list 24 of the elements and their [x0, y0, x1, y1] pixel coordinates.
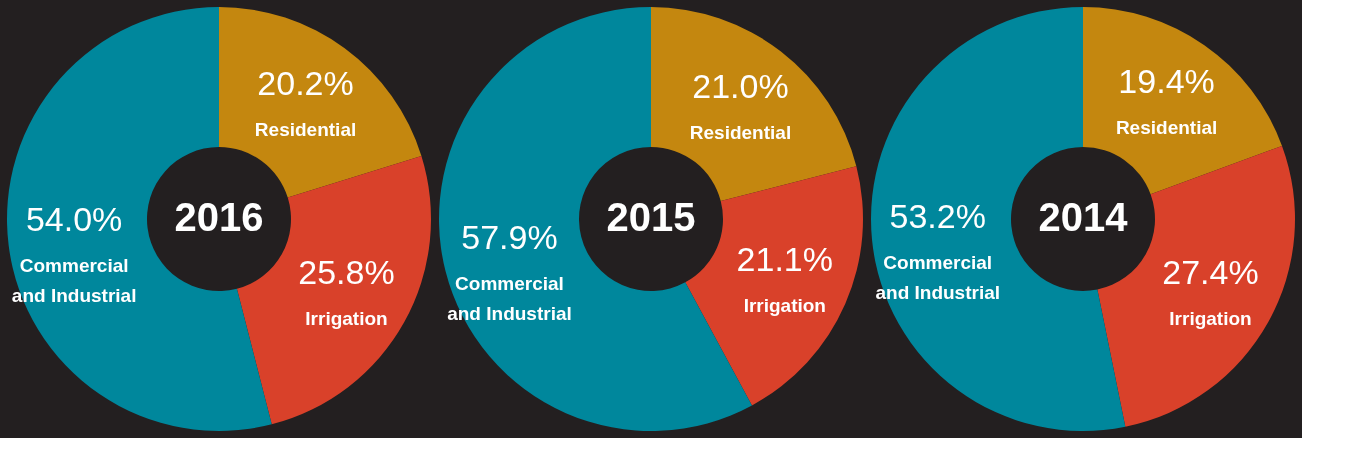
text: 2015 — [606, 195, 696, 239]
donut-slice — [1083, 7, 1283, 195]
data-label: 20.2% — [257, 64, 354, 103]
slice-label: Irrigation — [743, 295, 826, 317]
slice-label: Residential — [1115, 117, 1218, 139]
data-label: 53.2% — [889, 196, 986, 235]
data-label: 21.1% — [736, 240, 834, 279]
slice-label: Residential — [254, 119, 357, 141]
data-label: 57.9% — [461, 217, 558, 256]
slice-label: Commercial and Industrial — [447, 272, 572, 324]
data-label: 25.8% — [298, 253, 395, 292]
slice-label: Residential — [689, 121, 792, 143]
text: 2016 — [174, 195, 264, 239]
data-label: 27.4% — [1162, 253, 1259, 292]
slice-label: Irrigation — [1169, 308, 1252, 330]
slice-label: Commercial and Industrial — [875, 251, 1001, 303]
data-label: 19.4% — [1118, 62, 1215, 101]
slice-label: Commercial and Industrial — [11, 255, 137, 307]
slice-label: Irrigation — [305, 308, 388, 330]
data-label: 21.0% — [692, 66, 789, 105]
data-label: 54.0% — [25, 200, 123, 239]
donut-slice — [219, 7, 422, 198]
donut-slice — [651, 7, 857, 202]
text: 2014 — [1038, 195, 1129, 239]
